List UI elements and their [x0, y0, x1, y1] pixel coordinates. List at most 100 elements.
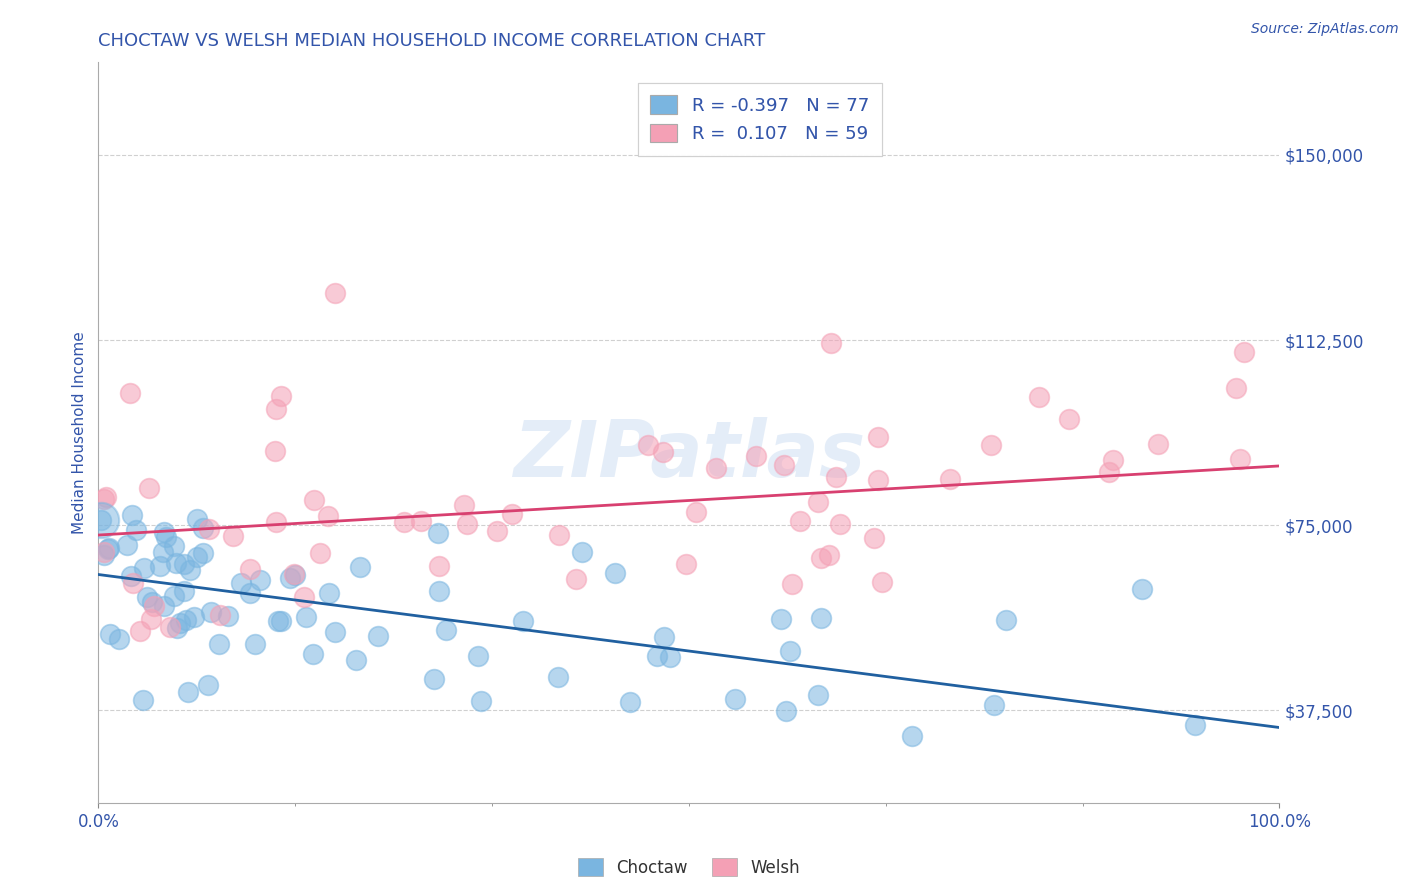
Point	[652, 445, 675, 459]
Point	[309, 546, 332, 560]
Point	[344, 653, 367, 667]
Point	[121, 508, 143, 523]
Point	[90, 513, 112, 527]
Point	[152, 545, 174, 559]
Point	[512, 614, 534, 628]
Point	[186, 550, 208, 565]
Point	[828, 516, 851, 531]
Text: CHOCTAW VS WELSH MEDIAN HOUSEHOLD INCOME CORRELATION CHART: CHOCTAW VS WELSH MEDIAN HOUSEHOLD INCOME…	[98, 32, 766, 50]
Point	[470, 694, 492, 708]
Point	[174, 613, 197, 627]
Point	[872, 574, 894, 589]
Point	[1229, 452, 1251, 467]
Point	[197, 678, 219, 692]
Point	[263, 443, 285, 458]
Point	[153, 599, 176, 613]
Point	[139, 612, 162, 626]
Point	[1059, 411, 1081, 425]
Point	[267, 615, 290, 629]
Point	[98, 541, 121, 555]
Point	[218, 608, 240, 623]
Point	[427, 526, 450, 541]
Point	[863, 531, 886, 545]
Point	[243, 637, 266, 651]
Point	[132, 693, 155, 707]
Point	[120, 569, 142, 583]
Point	[394, 515, 416, 529]
Point	[153, 524, 176, 539]
Point	[810, 550, 832, 565]
Point	[825, 470, 848, 484]
Point	[120, 386, 142, 401]
Point	[249, 573, 271, 587]
Point	[995, 613, 1018, 627]
Point	[1184, 718, 1206, 732]
Point	[411, 514, 433, 528]
Point	[675, 558, 697, 572]
Point	[183, 609, 205, 624]
Point	[90, 513, 112, 527]
Text: ZIPatlas: ZIPatlas	[513, 417, 865, 493]
Point	[141, 595, 163, 609]
Point	[645, 649, 668, 664]
Point	[198, 522, 221, 536]
Point	[453, 498, 475, 512]
Point	[367, 629, 389, 643]
Point	[868, 473, 890, 487]
Point	[94, 490, 117, 504]
Point	[706, 461, 728, 475]
Point	[295, 610, 318, 624]
Point	[1098, 465, 1121, 479]
Point	[685, 505, 707, 519]
Point	[208, 608, 231, 623]
Point	[770, 612, 793, 626]
Point	[456, 516, 478, 531]
Point	[284, 568, 307, 582]
Point	[149, 558, 172, 573]
Point	[135, 591, 157, 605]
Point	[239, 562, 262, 576]
Point	[938, 472, 960, 486]
Point	[208, 637, 231, 651]
Point	[603, 566, 626, 581]
Point	[806, 494, 828, 508]
Point	[789, 515, 811, 529]
Point	[1101, 453, 1123, 467]
Point	[323, 286, 346, 301]
Point	[177, 685, 200, 699]
Point	[124, 523, 146, 537]
Point	[1233, 345, 1256, 359]
Point	[138, 481, 160, 495]
Point	[200, 605, 222, 619]
Point	[565, 573, 588, 587]
Point	[173, 558, 195, 572]
Point	[724, 691, 747, 706]
Point	[780, 577, 803, 591]
Point	[163, 539, 186, 553]
Point	[548, 528, 571, 542]
Point	[229, 576, 252, 591]
Point	[134, 561, 156, 575]
Point	[316, 509, 339, 524]
Point	[93, 544, 115, 558]
Legend: R = -0.397   N = 77, R =  0.107   N = 59: R = -0.397 N = 77, R = 0.107 N = 59	[638, 83, 882, 155]
Point	[179, 563, 201, 577]
Point	[983, 698, 1005, 712]
Point	[427, 559, 450, 574]
Point	[270, 389, 292, 403]
Point	[901, 729, 924, 743]
Point	[779, 644, 801, 658]
Point	[349, 560, 371, 574]
Point	[658, 649, 681, 664]
Point	[1130, 582, 1153, 597]
Point	[619, 695, 641, 709]
Point	[810, 611, 832, 625]
Point	[98, 626, 121, 640]
Point	[270, 614, 292, 628]
Point	[547, 670, 569, 684]
Point	[501, 507, 523, 521]
Text: Source: ZipAtlas.com: Source: ZipAtlas.com	[1251, 22, 1399, 37]
Point	[283, 567, 305, 582]
Point	[302, 647, 325, 661]
Point	[652, 630, 675, 644]
